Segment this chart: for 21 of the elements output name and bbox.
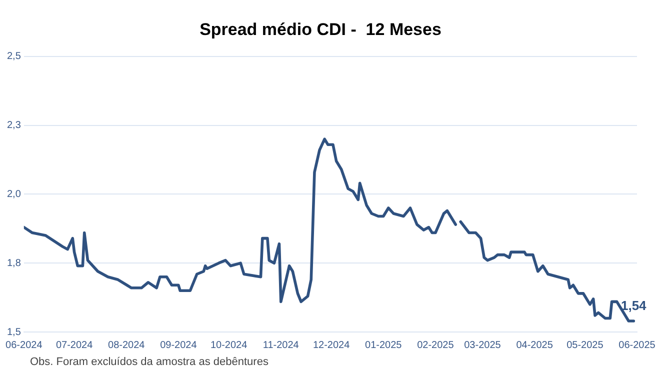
x-tick-label: 04-2025 (516, 340, 554, 351)
y-tick-label: 2,3 (6, 120, 22, 132)
x-tick-label: 12-2024 (312, 340, 350, 351)
x-tick-label: 06-2024 (6, 340, 43, 351)
y-tick-label: 1,5 (6, 326, 22, 338)
x-tick-label: 11-2024 (262, 340, 300, 351)
y-tick-label: 2,5 (6, 51, 22, 62)
chart-title: Spread médio CDI - 12 Meses (200, 20, 442, 39)
x-tick-label: 06-2025 (618, 340, 656, 351)
x-tick-label: 07-2024 (56, 340, 94, 351)
x-tick-label: 08-2024 (108, 340, 146, 351)
y-tick-label: 1,8 (6, 258, 22, 269)
x-tick-label: 05-2025 (566, 340, 604, 351)
annotation: 1,54 (620, 298, 648, 314)
x-tick-label: 01-2025 (365, 340, 402, 351)
x-tick-label: 02-2025 (417, 340, 454, 351)
text: Obs. Foram excluídos da amostra as debêntures (30, 356, 268, 368)
x-tick-label: 10-2024 (210, 340, 248, 351)
x-tick-label: 09-2024 (160, 340, 198, 351)
x-tick-label: 03-2025 (464, 340, 502, 351)
y-tick-label: 2,0 (6, 188, 22, 200)
